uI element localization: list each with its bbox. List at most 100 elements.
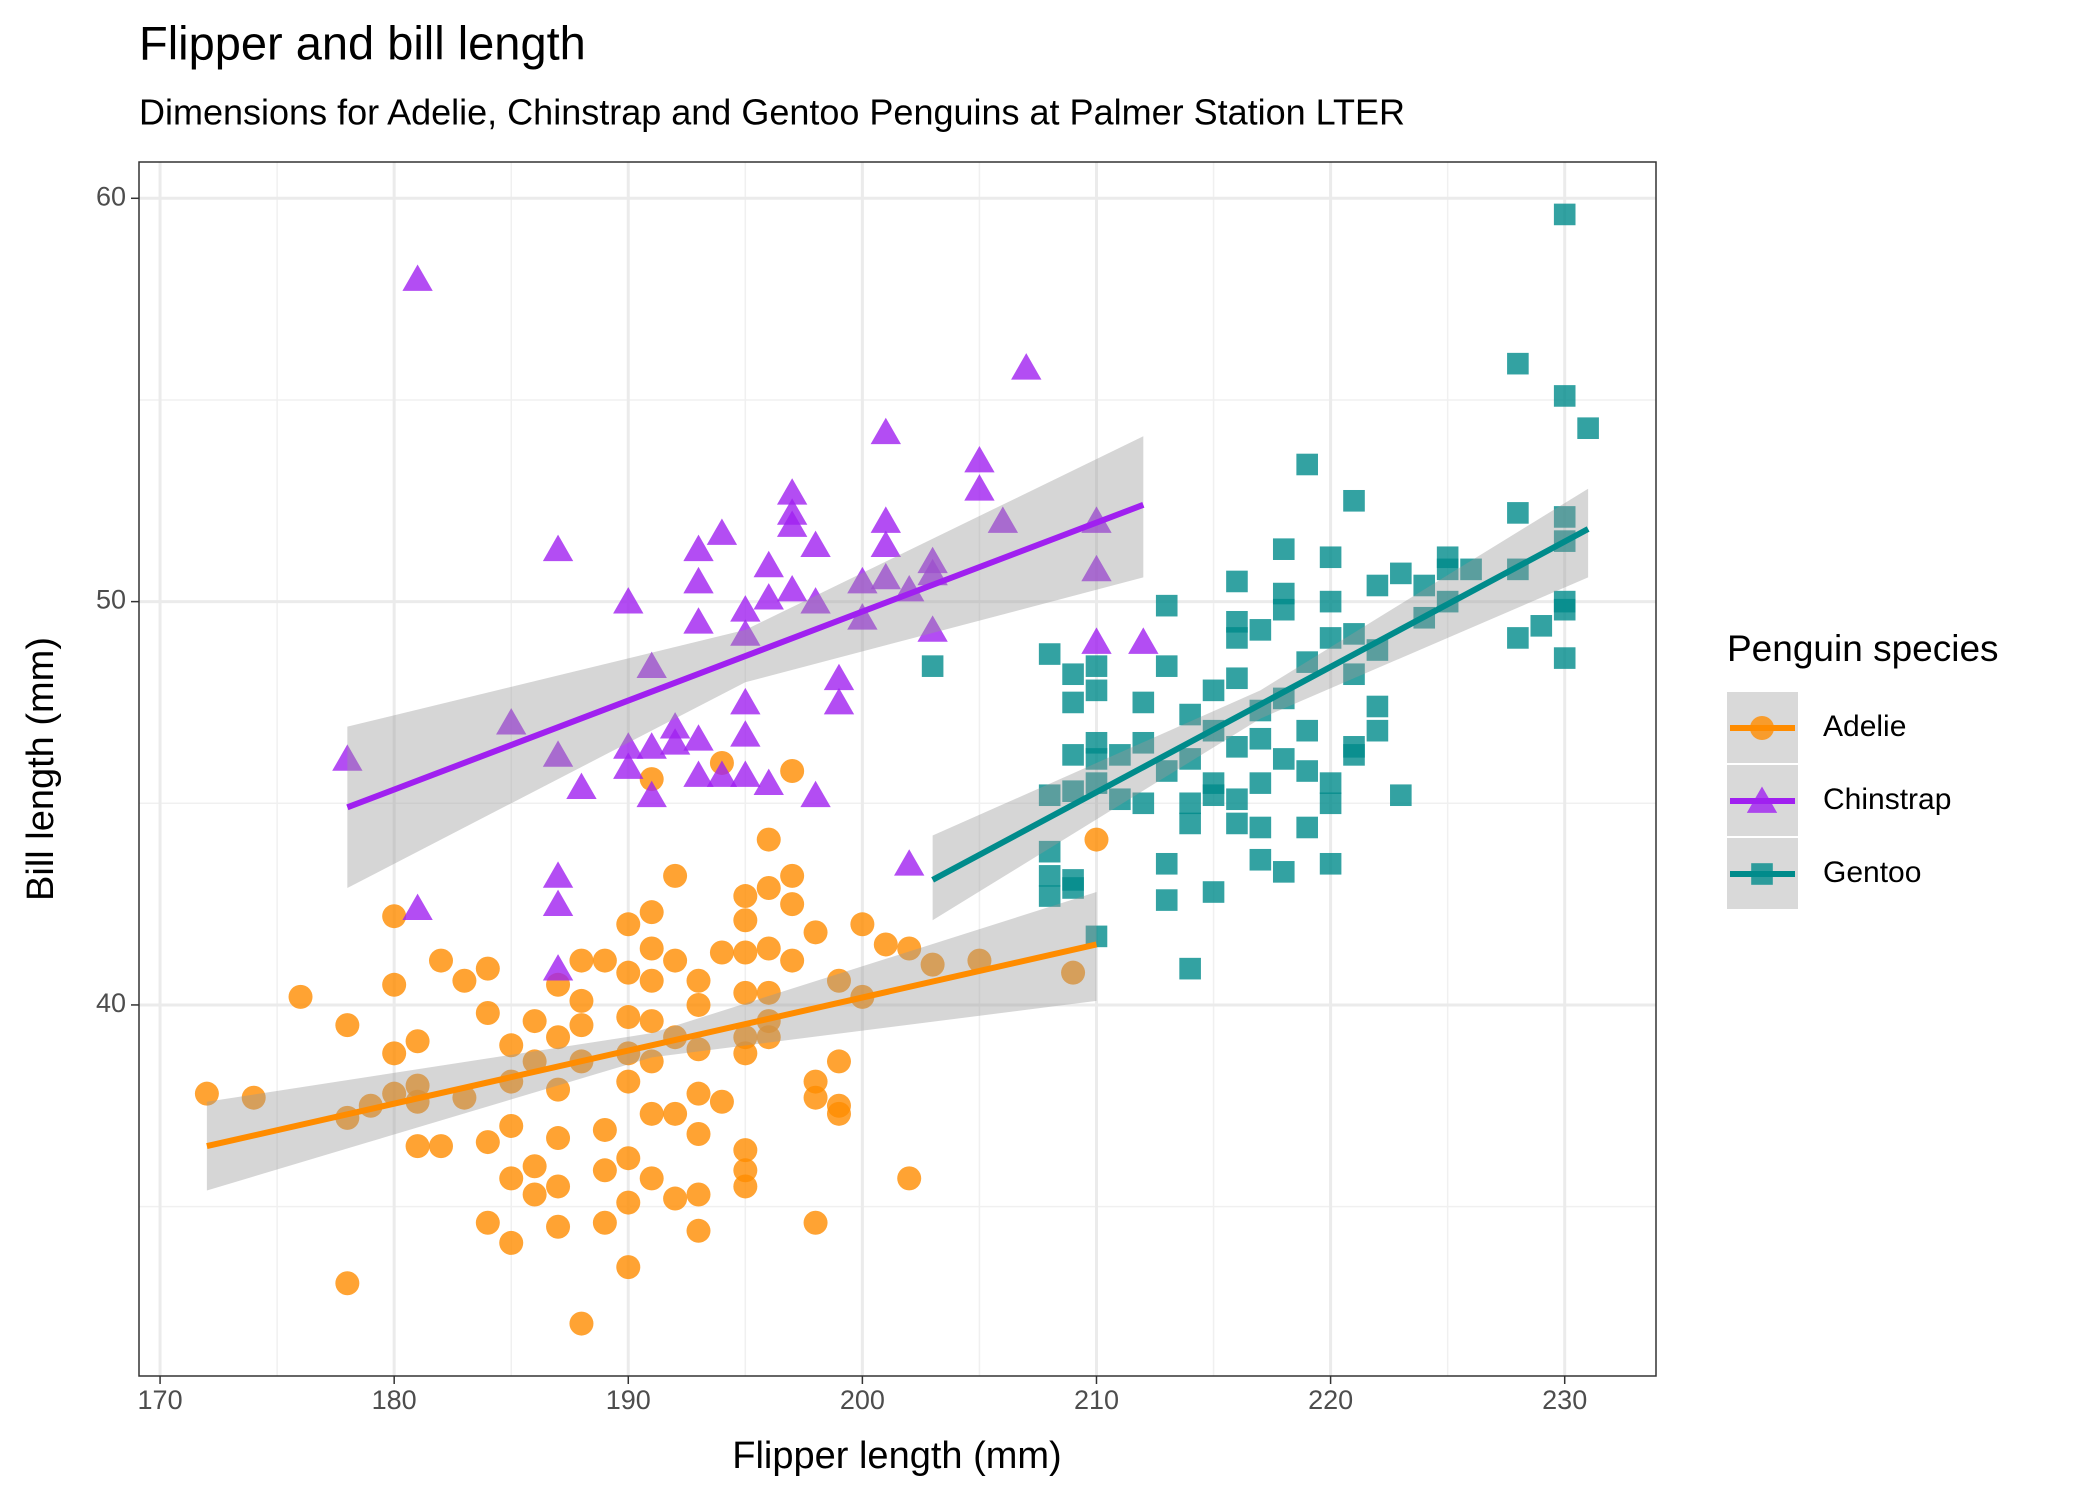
x-tick-label: 210: [1074, 1385, 1119, 1415]
point: [683, 607, 714, 634]
point: [1132, 731, 1155, 754]
point: [1272, 748, 1295, 770]
point: [335, 1271, 360, 1296]
point: [569, 1013, 594, 1038]
point: [733, 1174, 758, 1199]
legend-label: Chinstrap: [1823, 783, 1951, 816]
point: [800, 530, 831, 558]
point: [800, 587, 831, 614]
point: [592, 1158, 617, 1183]
point: [897, 1166, 922, 1191]
point: [546, 1077, 571, 1102]
point: [1553, 203, 1576, 226]
point: [1272, 861, 1295, 883]
point: [402, 264, 433, 291]
point: [921, 655, 944, 677]
point: [894, 849, 925, 876]
point: [592, 1117, 617, 1142]
point: [686, 968, 711, 993]
point: [756, 980, 781, 1005]
point: [733, 884, 758, 909]
point: [1085, 748, 1108, 770]
point: [1530, 615, 1553, 637]
point: [1507, 627, 1529, 649]
point: [1038, 865, 1061, 887]
y-tick-label: 50: [96, 585, 126, 615]
point: [1249, 848, 1272, 871]
point: [1390, 784, 1412, 807]
point: [776, 478, 808, 505]
legend-item: Chinstrap: [1727, 765, 1951, 836]
point: [1343, 623, 1365, 645]
point: [382, 1041, 407, 1066]
point: [1366, 574, 1389, 597]
point: [1436, 558, 1459, 581]
point: [686, 1037, 711, 1062]
point: [780, 759, 805, 784]
point: [1319, 546, 1342, 569]
point: [964, 474, 995, 501]
point: [1296, 651, 1318, 673]
point: [800, 780, 831, 808]
x-tick-label: 180: [372, 1385, 417, 1415]
point: [683, 566, 714, 594]
point: [1155, 760, 1178, 782]
point: [870, 506, 901, 533]
point: [546, 1025, 571, 1050]
point: [639, 1049, 664, 1074]
point: [803, 1210, 828, 1235]
point: [1155, 594, 1178, 617]
legend-symbol: [1751, 863, 1773, 885]
point: [194, 1081, 219, 1106]
y-axis-label: Bill length (mm): [20, 637, 62, 901]
point: [1319, 627, 1342, 649]
point: [616, 1255, 641, 1280]
point: [569, 1311, 594, 1336]
point: [639, 1166, 664, 1191]
point: [733, 980, 758, 1005]
point: [753, 768, 784, 795]
point: [1296, 760, 1318, 782]
point: [616, 1069, 641, 1094]
point: [542, 889, 574, 916]
point: [1343, 663, 1365, 686]
point: [659, 728, 691, 755]
point: [616, 1146, 641, 1171]
point: [1249, 772, 1272, 794]
point: [1011, 353, 1042, 380]
point: [686, 1122, 711, 1147]
x-tick-label: 170: [138, 1385, 183, 1415]
point: [1109, 788, 1131, 811]
point: [873, 932, 898, 957]
point: [826, 1049, 851, 1074]
point: [709, 940, 734, 965]
point: [499, 1033, 524, 1058]
chart-title: Flipper and bill length: [139, 16, 586, 69]
point: [753, 550, 784, 578]
point: [847, 603, 878, 630]
point: [636, 732, 667, 759]
point: [1062, 691, 1084, 714]
point: [1249, 816, 1272, 839]
point: [897, 936, 922, 961]
y-tick-label: 60: [96, 181, 126, 211]
point: [522, 1009, 547, 1034]
point: [686, 1081, 711, 1106]
point: [753, 583, 784, 610]
point: [1179, 957, 1201, 980]
point: [405, 1134, 430, 1159]
point: [1062, 744, 1084, 766]
point: [917, 558, 948, 586]
point: [1038, 643, 1061, 665]
point: [335, 1013, 360, 1038]
point: [639, 936, 664, 961]
point: [1062, 877, 1084, 899]
point: [730, 760, 761, 787]
point: [522, 1154, 547, 1179]
point: [1062, 663, 1084, 686]
point: [803, 920, 828, 945]
point: [616, 1190, 641, 1215]
legend-symbol: [1746, 786, 1778, 813]
point: [730, 720, 761, 747]
